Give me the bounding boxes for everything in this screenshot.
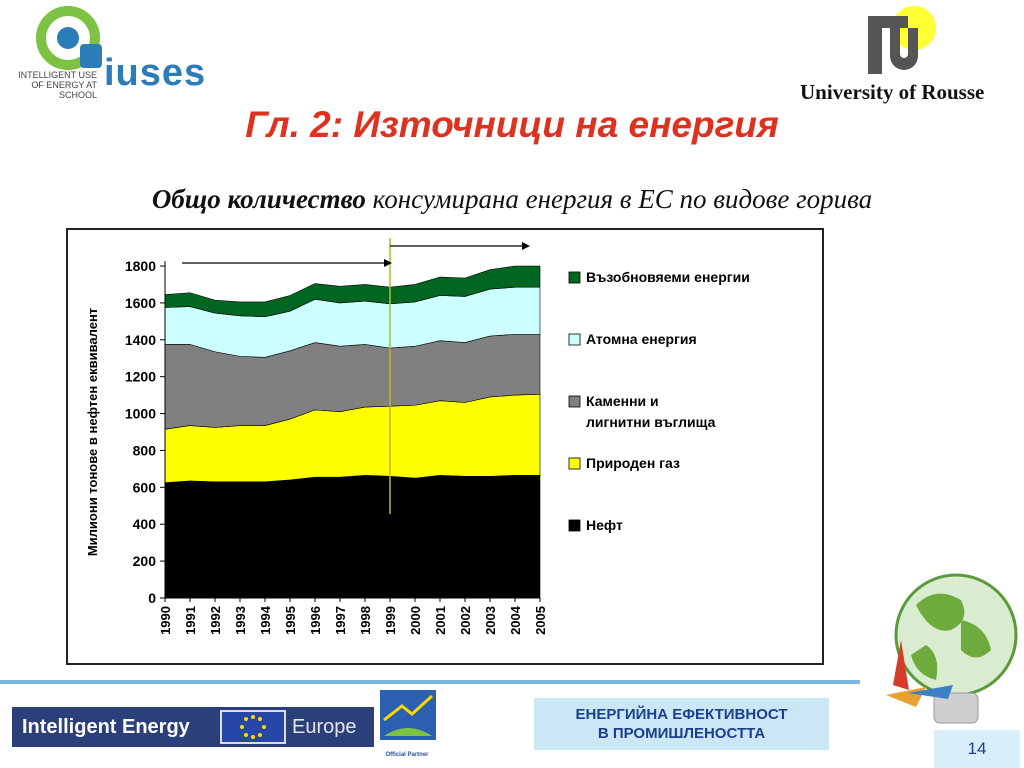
y-tick-label: 1800 [125,258,156,274]
arrow-right-head [522,242,530,250]
legend-swatch [568,333,581,346]
x-tick-label: 2001 [433,606,448,635]
x-tick-label: 1991 [183,606,198,635]
legend-swatch [568,271,581,284]
x-tick-label: 2005 [533,606,548,635]
energy-efficiency-box: ЕНЕРГИЙНА ЕФЕКТИВНОСТ В ПРОМИШЛЕНОСТТА [534,698,829,750]
y-axis-title: Милиони тонове в нефтен еквивалент [85,308,100,556]
legend-swatch [568,395,581,408]
x-tick-label: 1995 [283,606,298,635]
x-tick-label: 1996 [308,606,323,635]
y-tick-label: 1200 [125,369,156,385]
legend-label: Природен газ [586,455,680,471]
y-tick-label: 1600 [125,295,156,311]
x-tick-label: 2003 [483,606,498,635]
eu-flag-icon [220,710,286,744]
energy-box-line1: ЕНЕРГИЙНА ЕФЕКТИВНОСТ [575,706,788,723]
y-tick-label: 200 [133,553,157,569]
iuses-tagline-line2: OF ENERGY AT SCHOOL [31,80,97,100]
legend-swatch [568,457,581,470]
iuses-tagline: INTELLIGENT USE OF ENERGY AT SCHOOL [2,70,97,100]
official-partner-logo-icon [380,690,436,740]
official-partner-label: Official Partner [385,752,429,758]
energy-box-line2: В ПРОМИШЛЕНОСТТА [597,725,766,742]
y-tick-label: 1400 [125,332,156,348]
footer-divider [0,680,860,684]
legend-label: Атомна енергия [586,331,697,347]
x-tick-label: 2004 [508,605,523,635]
intelligent-energy-europe-logo: Intelligent Energy Europe [12,707,374,747]
x-tick-label: 1990 [158,606,173,635]
iuses-tagline-line1: INTELLIGENT USE [18,70,97,80]
university-emblem-icon [868,6,936,74]
slide-title: Гл. 2: Източници на енергия [245,104,779,145]
lightbulb-globe-icon [886,573,1018,724]
area-series-4 [164,265,541,318]
y-tick-label: 1000 [125,406,156,422]
ie-logo-right-text: Europe [292,716,357,738]
x-tick-label: 1997 [333,606,348,635]
y-tick-label: 800 [133,442,157,458]
x-tick-label: 2002 [458,606,473,635]
legend-swatch [568,519,581,532]
x-tick-label: 1994 [258,605,273,635]
iuses-logo: INTELLIGENT USE OF ENERGY AT SCHOOL iuse… [0,0,230,100]
y-tick-label: 400 [133,516,157,532]
eu-stars-icon [240,715,266,739]
x-tick-label: 1998 [358,606,373,635]
x-tick-label: 1999 [383,606,398,635]
x-tick-label: 2000 [408,606,423,635]
subtitle-rest: консумирана енергия в ЕС по видове горив… [365,184,873,214]
x-tick-label: 1993 [233,606,248,635]
legend-label: Каменни и [586,393,659,409]
ie-logo-left-text: Intelligent Energy [22,716,190,738]
y-tick-label: 0 [148,590,156,606]
arrow-left-head [384,259,392,267]
iuses-emblem-icon [36,6,102,70]
iuses-wordmark: iuses [104,52,207,94]
area-series-0 [164,475,541,599]
legend-label: лигнитни въглища [586,414,716,430]
y-tick-label: 600 [133,479,157,495]
legend-label: Нефт [586,517,623,533]
legend-label: Възобновяеми енергии [586,269,750,285]
subtitle-bold: Общо количество [151,184,366,214]
page-number: 14 [934,730,1020,768]
slide-subtitle: Общо количество консумирана енергия в ЕС… [0,184,1024,215]
stacked-area-chart: 0 200 400 600 800 1000 1200 1400 1600 1800 1990 199… [85,238,750,635]
university-name: University of Rousse [800,80,985,104]
x-tick-label: 1992 [208,606,223,635]
